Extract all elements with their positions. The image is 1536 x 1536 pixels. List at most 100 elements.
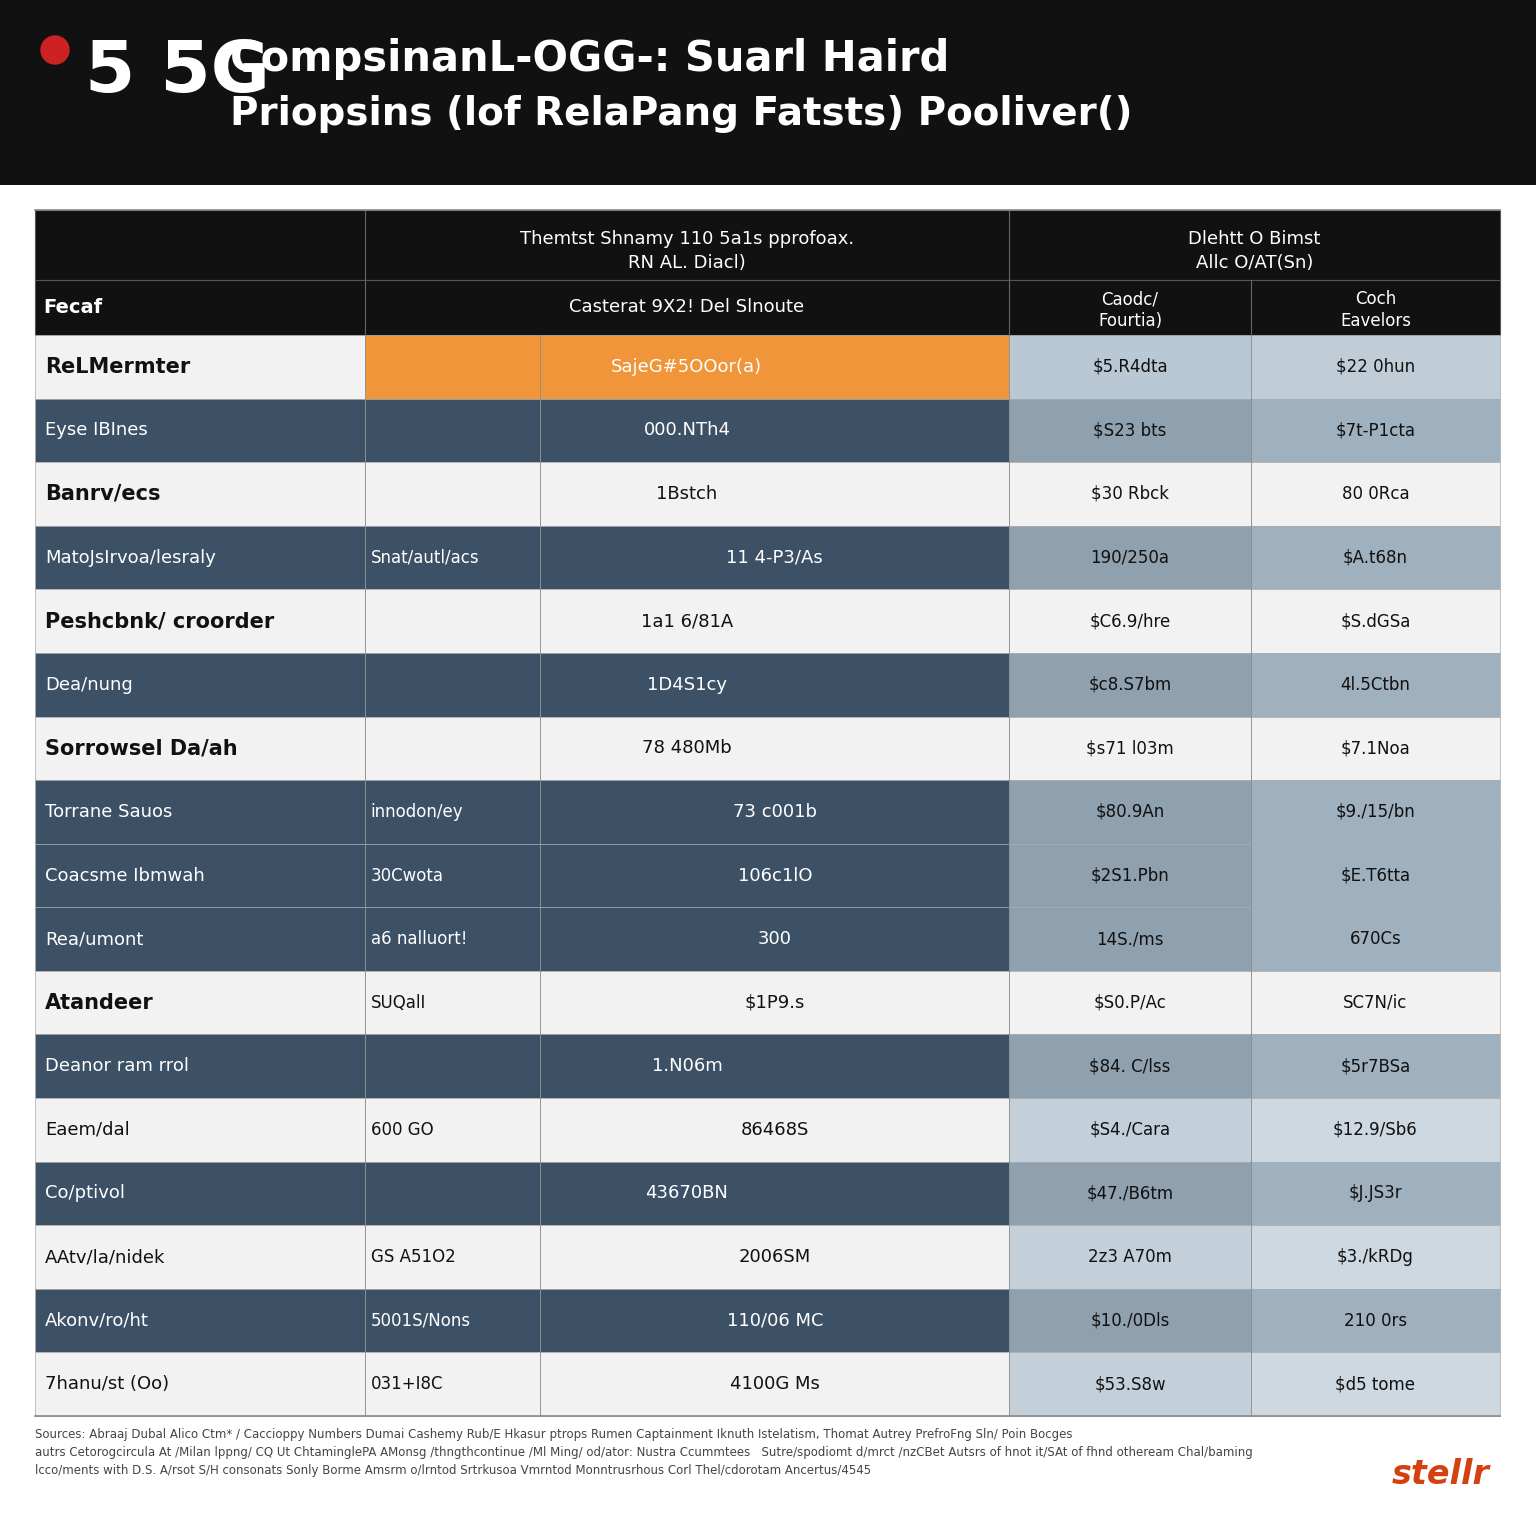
FancyBboxPatch shape xyxy=(541,1352,1009,1416)
FancyBboxPatch shape xyxy=(541,1289,1009,1352)
FancyBboxPatch shape xyxy=(1250,780,1501,843)
Text: Priopsins (lof RelaPang Fatsts) Pooliver(): Priopsins (lof RelaPang Fatsts) Pooliver… xyxy=(230,95,1132,134)
Text: Eaem/dal: Eaem/dal xyxy=(45,1121,129,1138)
Text: Banrv/ecs: Banrv/ecs xyxy=(45,484,160,504)
FancyBboxPatch shape xyxy=(1250,908,1501,971)
Text: $S.dGSa: $S.dGSa xyxy=(1341,613,1410,630)
Text: Allc O/AT(Sn): Allc O/AT(Sn) xyxy=(1197,253,1313,272)
FancyBboxPatch shape xyxy=(1009,716,1250,780)
Text: 4l.5Ctbn: 4l.5Ctbn xyxy=(1341,676,1410,694)
Text: $7t-P1cta: $7t-P1cta xyxy=(1335,421,1416,439)
Text: SC7N/ic: SC7N/ic xyxy=(1344,994,1407,1012)
FancyBboxPatch shape xyxy=(1009,1161,1250,1226)
FancyBboxPatch shape xyxy=(1250,971,1501,1034)
FancyBboxPatch shape xyxy=(35,1161,364,1226)
FancyBboxPatch shape xyxy=(1009,653,1250,716)
Text: 86468S: 86468S xyxy=(740,1121,809,1138)
Text: Atandeer: Atandeer xyxy=(45,992,154,1012)
FancyBboxPatch shape xyxy=(541,1098,1009,1161)
FancyBboxPatch shape xyxy=(364,653,541,716)
Text: Sorrowsel Da/ah: Sorrowsel Da/ah xyxy=(45,739,238,759)
FancyBboxPatch shape xyxy=(35,716,364,780)
Text: 4100G Ms: 4100G Ms xyxy=(730,1375,820,1393)
Text: SUQalI: SUQalI xyxy=(370,994,425,1012)
FancyBboxPatch shape xyxy=(1009,1289,1250,1352)
FancyBboxPatch shape xyxy=(35,280,1501,335)
Text: $30 Rbck: $30 Rbck xyxy=(1091,485,1169,502)
Text: RN AL. Diacl): RN AL. Diacl) xyxy=(628,253,746,272)
Text: Eavelors: Eavelors xyxy=(1339,312,1412,330)
Text: SajeG#5OOor(a): SajeG#5OOor(a) xyxy=(611,358,762,376)
FancyBboxPatch shape xyxy=(541,971,1009,1034)
FancyBboxPatch shape xyxy=(541,462,1009,525)
FancyBboxPatch shape xyxy=(364,1352,541,1416)
FancyBboxPatch shape xyxy=(364,1289,541,1352)
Text: 2z3 A70m: 2z3 A70m xyxy=(1087,1249,1172,1266)
FancyBboxPatch shape xyxy=(35,843,364,908)
FancyBboxPatch shape xyxy=(1250,843,1501,908)
FancyBboxPatch shape xyxy=(1009,335,1250,398)
Text: Peshcbnk/ croorder: Peshcbnk/ croorder xyxy=(45,611,275,631)
Text: 11 4-P3/As: 11 4-P3/As xyxy=(727,548,823,567)
FancyBboxPatch shape xyxy=(364,590,541,653)
Text: $A.t68n: $A.t68n xyxy=(1342,548,1409,567)
FancyBboxPatch shape xyxy=(1009,525,1250,590)
Text: 14S./ms: 14S./ms xyxy=(1097,931,1164,948)
FancyBboxPatch shape xyxy=(1009,1352,1250,1416)
FancyBboxPatch shape xyxy=(35,398,364,462)
Text: Sources: Abraaj Dubal Alico Ctm* / Caccioppy Numbers Dumai Cashemy Rub/E Hkasur : Sources: Abraaj Dubal Alico Ctm* / Cacci… xyxy=(35,1428,1253,1478)
Circle shape xyxy=(41,35,69,65)
Text: $2S1.Pbn: $2S1.Pbn xyxy=(1091,866,1169,885)
Text: $22 0hun: $22 0hun xyxy=(1336,358,1415,376)
Text: ReLMermter: ReLMermter xyxy=(45,356,190,376)
Text: a6 nalluort!: a6 nalluort! xyxy=(370,931,467,948)
Text: Casterat 9X2! Del Slnoute: Casterat 9X2! Del Slnoute xyxy=(570,298,805,316)
FancyBboxPatch shape xyxy=(364,971,541,1034)
Text: Caodc/: Caodc/ xyxy=(1101,290,1158,309)
FancyBboxPatch shape xyxy=(35,525,364,590)
FancyBboxPatch shape xyxy=(541,780,1009,843)
Text: Themtst Shnamy 110 5a1s pprofoax.: Themtst Shnamy 110 5a1s pprofoax. xyxy=(519,230,854,247)
FancyBboxPatch shape xyxy=(1009,1226,1250,1289)
FancyBboxPatch shape xyxy=(364,908,541,971)
FancyBboxPatch shape xyxy=(364,462,541,525)
FancyBboxPatch shape xyxy=(541,590,1009,653)
Text: $5r7BSa: $5r7BSa xyxy=(1341,1057,1410,1075)
Text: $J.JS3r: $J.JS3r xyxy=(1349,1184,1402,1203)
Text: $C6.9/hre: $C6.9/hre xyxy=(1089,613,1170,630)
FancyBboxPatch shape xyxy=(1250,1352,1501,1416)
Text: 43670BN: 43670BN xyxy=(645,1184,728,1203)
Text: 80 0Rca: 80 0Rca xyxy=(1341,485,1410,502)
FancyBboxPatch shape xyxy=(364,398,541,462)
Text: 5001S/Nons: 5001S/Nons xyxy=(370,1312,470,1330)
FancyBboxPatch shape xyxy=(35,653,364,716)
FancyBboxPatch shape xyxy=(35,971,364,1034)
FancyBboxPatch shape xyxy=(1250,335,1501,398)
FancyBboxPatch shape xyxy=(364,1034,541,1098)
FancyBboxPatch shape xyxy=(35,335,364,398)
FancyBboxPatch shape xyxy=(1250,398,1501,462)
Text: 600 GO: 600 GO xyxy=(370,1121,433,1138)
FancyBboxPatch shape xyxy=(541,398,1009,462)
Text: $84. C/lss: $84. C/lss xyxy=(1089,1057,1170,1075)
FancyBboxPatch shape xyxy=(541,716,1009,780)
Text: $9./15/bn: $9./15/bn xyxy=(1336,803,1415,820)
Text: 73 c001b: 73 c001b xyxy=(733,803,817,820)
Text: 210 0rs: 210 0rs xyxy=(1344,1312,1407,1330)
Text: GS A51O2: GS A51O2 xyxy=(370,1249,455,1266)
Text: $47./B6tm: $47./B6tm xyxy=(1086,1184,1174,1203)
Text: Rea/umont: Rea/umont xyxy=(45,931,143,948)
FancyBboxPatch shape xyxy=(541,1034,1009,1098)
Text: 110/06 MC: 110/06 MC xyxy=(727,1312,823,1330)
Text: 5 5G: 5 5G xyxy=(84,38,270,108)
FancyBboxPatch shape xyxy=(364,1098,541,1161)
FancyBboxPatch shape xyxy=(1009,843,1250,908)
FancyBboxPatch shape xyxy=(364,525,541,590)
FancyBboxPatch shape xyxy=(1009,590,1250,653)
Text: $80.9An: $80.9An xyxy=(1095,803,1164,820)
Text: Coacsme Ibmwah: Coacsme Ibmwah xyxy=(45,866,204,885)
FancyBboxPatch shape xyxy=(35,1098,364,1161)
FancyBboxPatch shape xyxy=(541,653,1009,716)
FancyBboxPatch shape xyxy=(35,1352,364,1416)
Text: $S23 bts: $S23 bts xyxy=(1094,421,1167,439)
